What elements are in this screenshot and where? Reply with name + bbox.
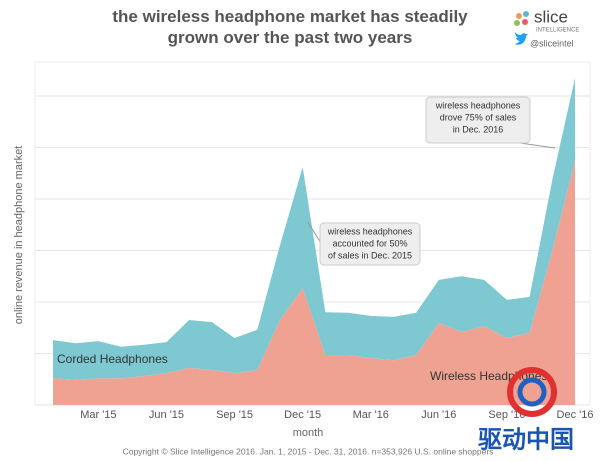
callout-text: wireless headphones (435, 100, 521, 110)
watermark-text: 驱动中国 (478, 426, 574, 453)
chart-title: the wireless headphone market has steadi… (112, 7, 468, 47)
x-axis-label: month (293, 427, 324, 439)
callout-text: drove 75% of sales (440, 112, 517, 122)
watermark-logo (507, 367, 557, 417)
x-tick-label: Sep '16 (488, 409, 525, 421)
x-tick-label: Dec '16 (557, 409, 594, 421)
area (53, 77, 575, 380)
x-tick-label: Dec '15 (284, 409, 321, 421)
footer: Copyright © Slice Intelligence 2016. Jan… (123, 446, 494, 456)
x-tick-label: Jun '16 (421, 409, 456, 421)
callout: wireless headphones drove 75% of sales in … (425, 96, 556, 149)
watermark-logo-inner (517, 377, 547, 407)
callout: wireless headphones accounted for 50% of s… (307, 221, 421, 266)
x-tick-label: Jun '15 (149, 409, 184, 421)
callout-text: in Dec. 2016 (453, 124, 504, 134)
brand-tag: INTELLIGENCE (536, 28, 579, 34)
callout-text: accounted for 50% (332, 238, 407, 248)
callout-text: wireless headphones (327, 226, 413, 236)
callout-text: of sales in Dec. 2015 (328, 250, 412, 260)
brand-name: slice (534, 7, 568, 26)
brand: slice INTELLIGENCE @sliceintel (514, 7, 579, 48)
brand-handle: @sliceintel (530, 38, 574, 48)
x-tick-label: Sep '15 (216, 409, 253, 421)
series-label: Corded Headphones (57, 352, 168, 366)
area (53, 160, 575, 405)
callout-box (425, 96, 531, 144)
y-axis-label: online revenue in headphone market (13, 146, 25, 325)
watermark: 驱动中国 (478, 367, 574, 453)
x-tick-label: Mar '15 (80, 409, 116, 421)
x-tick-label: Mar '16 (353, 409, 389, 421)
callout-pointer (519, 142, 556, 149)
callout-box (319, 222, 421, 266)
